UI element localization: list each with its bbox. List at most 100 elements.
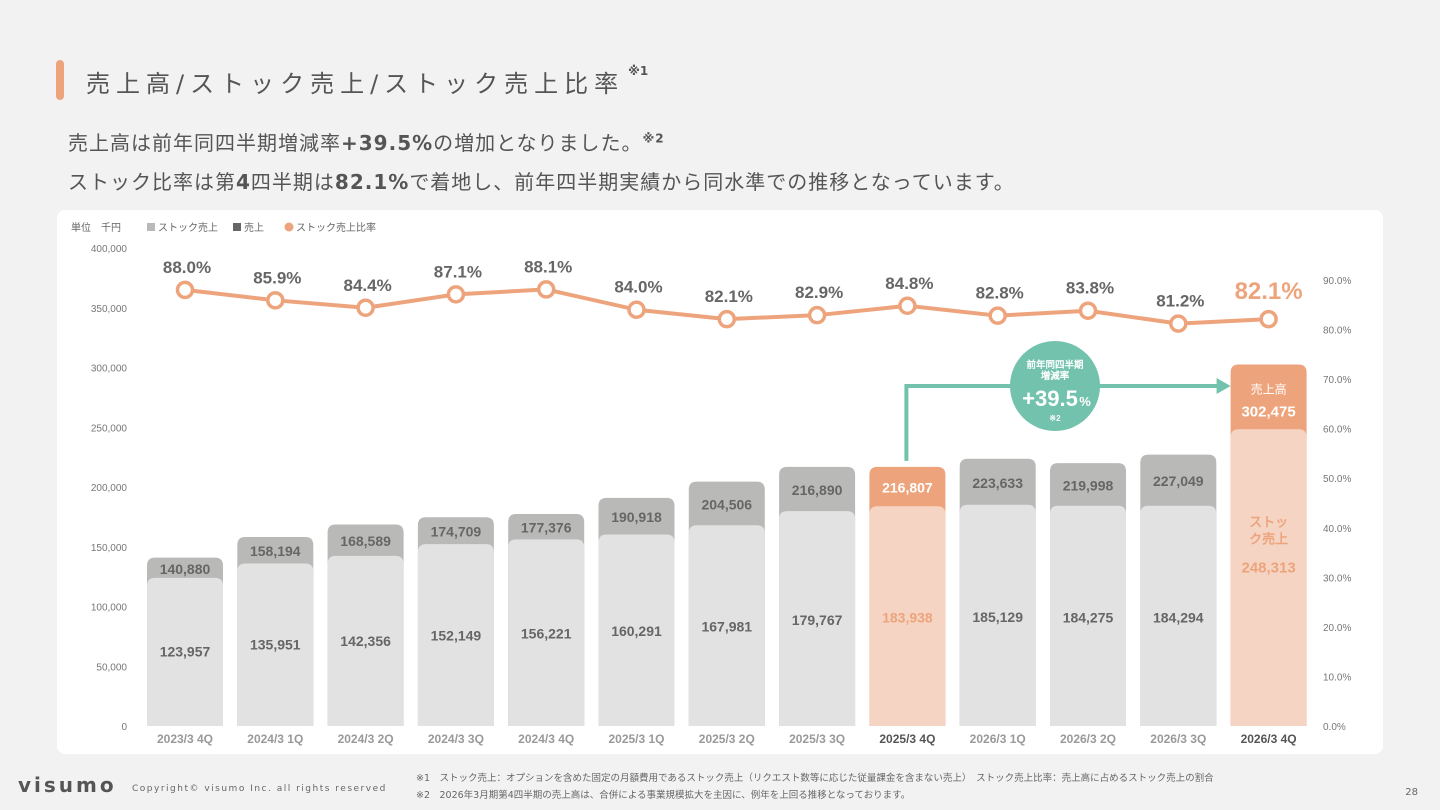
total-value-label: 140,880: [160, 561, 211, 577]
total-value-label: 227,049: [1153, 473, 1204, 489]
ratio-value-label: 82.1%: [705, 287, 753, 306]
stock-value-label: 156,221: [521, 625, 572, 641]
y2-tick-label: 90.0%: [1323, 276, 1351, 287]
stock-value-label: 185,129: [972, 609, 1023, 625]
ratio-point: [536, 280, 556, 299]
ratio-value-label: 84.8%: [885, 274, 933, 293]
x-tick-label: 2026/3 3Q: [1150, 732, 1206, 746]
x-tick-label: 2026/3 1Q: [970, 732, 1026, 746]
total-value-label: 204,506: [701, 496, 752, 512]
growth-badge-note: ※2: [1049, 414, 1061, 423]
y-tick-label: 250,000: [91, 423, 128, 434]
y2-tick-label: 80.0%: [1323, 326, 1351, 337]
total-bar-caption: 売上高: [1251, 382, 1287, 397]
y2-tick-label: 30.0%: [1323, 573, 1351, 584]
total-value-label: 219,998: [1063, 477, 1114, 493]
y-tick-label: 50,000: [96, 662, 127, 673]
legend-swatch: [147, 223, 155, 231]
y2-tick-label: 40.0%: [1323, 524, 1351, 535]
total-value-label: 302,475: [1241, 404, 1295, 421]
ratio-point: [356, 298, 375, 318]
ratio-point: [988, 306, 1007, 325]
ratio-point: [446, 285, 466, 304]
stock-bar-caption: ストッ: [1249, 514, 1288, 529]
growth-arrow-line: [904, 384, 1221, 461]
legend-swatch: [233, 223, 241, 231]
x-tick-label: 2026/3 4Q: [1241, 732, 1297, 746]
total-value-label: 190,918: [611, 509, 662, 525]
title-footnote-marker: ※1: [628, 64, 649, 78]
ratio-value-label: 85.9%: [253, 268, 301, 287]
y-tick-label: 0: [121, 722, 127, 733]
x-tick-label: 2024/3 3Q: [428, 732, 484, 746]
legend-swatch: [284, 222, 294, 232]
ratio-point: [266, 291, 285, 310]
total-value-label: 216,807: [882, 480, 933, 496]
ratio-value-label: 88.1%: [524, 257, 572, 276]
y2-tick-label: 0.0%: [1323, 722, 1346, 733]
page-number: 28: [1405, 787, 1418, 798]
stock-bar: [1140, 505, 1217, 726]
x-tick-label: 2026/3 2Q: [1060, 732, 1116, 746]
x-tick-label: 2024/3 4Q: [518, 732, 574, 746]
ratio-point: [717, 309, 737, 329]
stock-value-label: 184,294: [1153, 609, 1204, 625]
stock-bar: [1050, 505, 1126, 726]
x-tick-label: 2025/3 4Q: [879, 732, 935, 746]
legend-label: 売上: [244, 221, 264, 234]
ratio-value-label: 82.8%: [976, 284, 1024, 303]
page-title: 売上高/ストック売上/ストック売上比率 ※1: [86, 64, 649, 98]
growth-badge-value: +39.5: [1022, 386, 1078, 411]
total-value-label: 223,633: [972, 475, 1023, 491]
x-tick-label: 2023/3 4Q: [157, 732, 213, 746]
total-value-label: 177,376: [521, 520, 572, 536]
stock-bar: [327, 555, 404, 726]
stock-bar: [598, 534, 675, 726]
growth-badge-label: 前年同四半期: [1026, 359, 1083, 371]
ratio-point: [898, 296, 917, 316]
stock-value-label: 160,291: [611, 623, 662, 639]
stock-value-label: 135,951: [250, 637, 301, 653]
x-tick-label: 2024/3 1Q: [247, 732, 303, 746]
footnote-1: ※1 ストック売上：オプションを含めた固定の月額費用であるストック売上（リクエス…: [416, 773, 1214, 784]
stock-bar: [869, 506, 946, 726]
growth-arrow-head: [1216, 378, 1231, 394]
total-value-label: 174,709: [431, 524, 482, 540]
y2-tick-label: 70.0%: [1323, 375, 1351, 386]
total-value-label: 216,890: [792, 482, 843, 498]
ratio-value-label: 88.0%: [163, 258, 211, 277]
y-tick-label: 400,000: [91, 244, 128, 255]
y2-tick-label: 60.0%: [1323, 425, 1351, 436]
title-accent-bar: [56, 60, 64, 100]
legend-label: ストック売上: [158, 221, 218, 234]
ratio-point: [1078, 301, 1098, 320]
stock-bar: [147, 577, 223, 726]
stock-value-label: 184,275: [1063, 610, 1114, 626]
stock-bar: [959, 504, 1036, 726]
growth-badge: [1010, 341, 1100, 431]
stock-bar: [508, 539, 585, 726]
total-value-label: 158,194: [250, 543, 301, 559]
visumo-logo: visumo: [18, 773, 117, 797]
footnote-2: ※2 2026年3月期第4四半期の売上高は、合併による事業規模拡大を主因に、例年…: [416, 790, 911, 801]
stock-bar: [1230, 429, 1307, 726]
x-tick-label: 2025/3 2Q: [699, 732, 755, 746]
ratio-value-label: 82.9%: [795, 283, 843, 302]
legend-label: ストック売上比率: [296, 221, 376, 234]
stock-value-label: 183,938: [882, 610, 933, 626]
y-tick-label: 300,000: [91, 364, 128, 375]
total-value-label: 168,589: [340, 533, 391, 549]
lead-line-1: 売上高は前年同四半期増減率+39.5%の増加となりました。※2: [68, 131, 665, 155]
ratio-point: [627, 300, 646, 319]
ratio-value-label: 87.1%: [434, 262, 482, 281]
stock-value-label: 248,313: [1241, 559, 1295, 576]
x-tick-label: 2024/3 2Q: [338, 732, 394, 746]
copyright-text: Copyright© visumo Inc. all rights reserv…: [132, 784, 387, 794]
stock-value-label: 179,767: [792, 612, 843, 628]
stock-bar: [779, 511, 856, 726]
x-tick-label: 2025/3 1Q: [608, 732, 664, 746]
y-tick-label: 350,000: [91, 304, 128, 315]
ratio-value-label: 84.0%: [614, 278, 662, 297]
y-tick-label: 100,000: [91, 603, 128, 614]
stock-value-label: 167,981: [701, 619, 752, 635]
